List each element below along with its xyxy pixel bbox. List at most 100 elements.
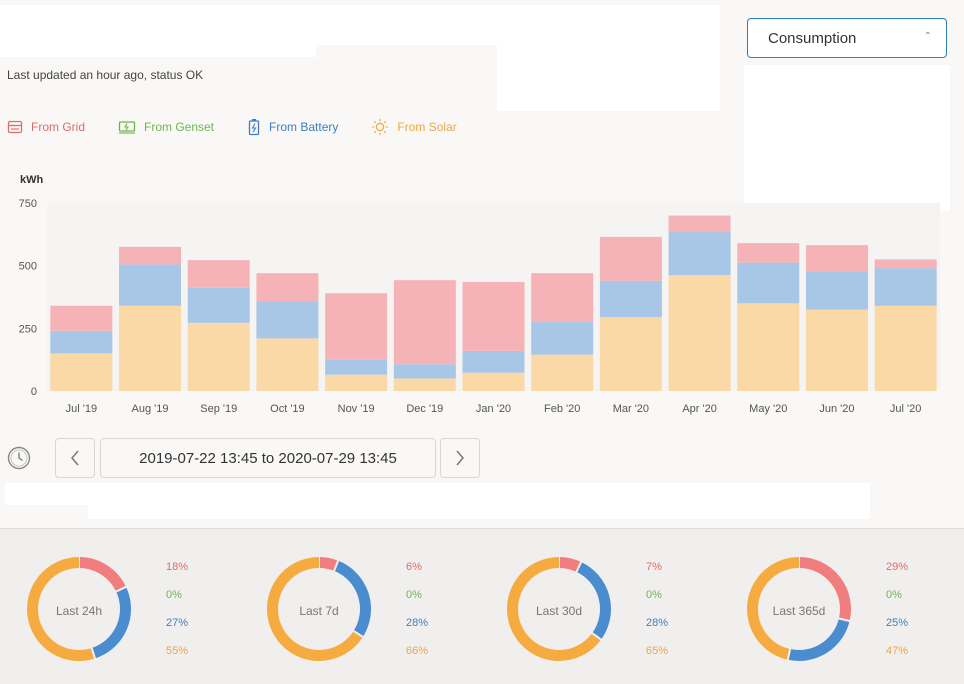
clock-icon[interactable] <box>7 446 31 470</box>
y-tick-label: 750 <box>19 198 37 210</box>
bar-stack[interactable] <box>119 246 182 391</box>
previous-range-button[interactable] <box>55 438 95 478</box>
bar-segment-solar[interactable] <box>187 322 250 391</box>
redacted-block <box>0 5 720 45</box>
legend-item-genset[interactable]: From Genset <box>118 119 214 135</box>
chart-legend: From Grid From Genset From Battery From … <box>7 118 490 136</box>
chevron-right-icon <box>456 450 464 466</box>
donut-segment-grid <box>318 557 339 571</box>
donut-separator <box>352 629 365 639</box>
bar-stack[interactable] <box>325 293 388 391</box>
legend-item-grid[interactable]: From Grid <box>7 119 85 135</box>
bar-stack[interactable] <box>187 260 250 391</box>
bar-stack[interactable] <box>531 273 594 391</box>
pct-genset: 0% <box>646 589 662 601</box>
chevron-up-icon: ⌃ <box>923 31 932 42</box>
donut-segment-solar <box>27 557 96 661</box>
donut-separator <box>575 560 583 574</box>
date-range-text: 2019-07-22 13:45 to 2020-07-29 13:45 <box>139 449 397 467</box>
bar-segment-battery[interactable] <box>599 280 662 318</box>
summary-label: Last 365d <box>772 604 826 618</box>
donut-segment-battery <box>787 618 850 661</box>
pct-solar: 65% <box>646 645 669 657</box>
view-select-value: Consumption <box>768 29 857 47</box>
bar-segment-grid[interactable] <box>393 280 456 365</box>
bar-segment-grid[interactable] <box>668 215 731 233</box>
bar-segment-battery[interactable] <box>50 330 113 354</box>
y-tick-label: 250 <box>19 323 37 335</box>
bar-segment-battery[interactable] <box>737 262 800 304</box>
bar-segment-grid[interactable] <box>805 245 868 272</box>
bar-segment-battery[interactable] <box>462 350 525 373</box>
bar-segment-solar[interactable] <box>393 378 456 391</box>
bar-segment-solar[interactable] <box>462 372 525 391</box>
bar-segment-battery[interactable] <box>393 364 456 379</box>
bar-segment-grid[interactable] <box>325 293 388 360</box>
donut-segment-battery <box>91 586 131 659</box>
bar-stack[interactable] <box>256 273 319 391</box>
bar-segment-solar[interactable] <box>874 305 937 391</box>
bar-segment-grid[interactable] <box>187 260 250 288</box>
bar-segment-grid[interactable] <box>531 273 594 323</box>
bar-segment-grid[interactable] <box>599 236 662 281</box>
bar-segment-solar[interactable] <box>737 303 800 391</box>
bar-segment-grid[interactable] <box>50 305 113 331</box>
bar-stack[interactable] <box>737 243 800 391</box>
bar-stack[interactable] <box>874 259 937 391</box>
bar-segment-solar[interactable] <box>119 305 182 391</box>
pct-battery: 25% <box>886 617 909 629</box>
bar-segment-battery[interactable] <box>531 322 594 355</box>
pct-genset: 0% <box>406 589 422 601</box>
x-tick-label: Dec '19 <box>406 403 443 415</box>
chevron-left-icon <box>71 450 79 466</box>
summary-panel: Last 24h 18% 0% 27% 55% Last 7d 6% 0% 28… <box>0 528 964 684</box>
bar-segment-solar[interactable] <box>325 374 388 391</box>
view-select[interactable]: Consumption ⌃ <box>747 18 947 58</box>
bar-stack[interactable] <box>805 245 868 391</box>
donut-separator <box>837 617 851 623</box>
donut-separator <box>332 559 340 573</box>
donut-separator <box>90 646 97 660</box>
y-axis-label: kWh <box>20 174 44 186</box>
bar-segment-grid[interactable] <box>462 281 525 351</box>
legend-item-solar[interactable]: From Solar <box>371 118 457 136</box>
bar-segment-battery[interactable] <box>874 268 937 306</box>
donut-separator <box>590 631 603 641</box>
pct-battery: 27% <box>166 617 189 629</box>
summary-label: Last 30d <box>535 604 583 618</box>
bar-stack[interactable] <box>668 215 731 391</box>
bar-segment-grid[interactable] <box>737 243 800 263</box>
bar-segment-grid[interactable] <box>874 259 937 269</box>
bar-segment-battery[interactable] <box>187 287 250 323</box>
pct-solar: 47% <box>886 645 909 657</box>
donut-separator <box>786 647 792 661</box>
x-tick-label: Nov '19 <box>338 403 375 415</box>
bar-segment-solar[interactable] <box>256 338 319 391</box>
bar-segment-battery[interactable] <box>256 302 319 339</box>
donut-segment-battery <box>333 560 371 637</box>
bar-segment-grid[interactable] <box>256 273 319 303</box>
bar-stack[interactable] <box>50 305 113 391</box>
bar-segment-battery[interactable] <box>325 359 388 375</box>
bar-segment-solar[interactable] <box>668 275 731 391</box>
bar-segment-grid[interactable] <box>119 246 182 265</box>
x-tick-label: Aug '19 <box>132 403 169 415</box>
bar-stack[interactable] <box>393 280 456 391</box>
redacted-block <box>5 483 870 505</box>
donut-segment-grid <box>798 557 851 622</box>
bar-stack[interactable] <box>599 236 662 391</box>
pct-solar: 66% <box>406 645 429 657</box>
bar-stack[interactable] <box>462 281 525 391</box>
bar-segment-battery[interactable] <box>668 232 731 276</box>
bar-segment-battery[interactable] <box>119 264 182 306</box>
bar-segment-solar[interactable] <box>805 309 868 391</box>
bar-segment-solar[interactable] <box>50 353 113 391</box>
bar-segment-solar[interactable] <box>531 354 594 391</box>
date-range-display[interactable]: 2019-07-22 13:45 to 2020-07-29 13:45 <box>100 438 436 478</box>
next-range-button[interactable] <box>440 438 480 478</box>
redacted-block <box>88 505 870 519</box>
legend-item-battery[interactable]: From Battery <box>247 118 338 136</box>
bar-segment-solar[interactable] <box>599 317 662 391</box>
sun-icon <box>372 119 389 135</box>
bar-segment-battery[interactable] <box>805 271 868 310</box>
